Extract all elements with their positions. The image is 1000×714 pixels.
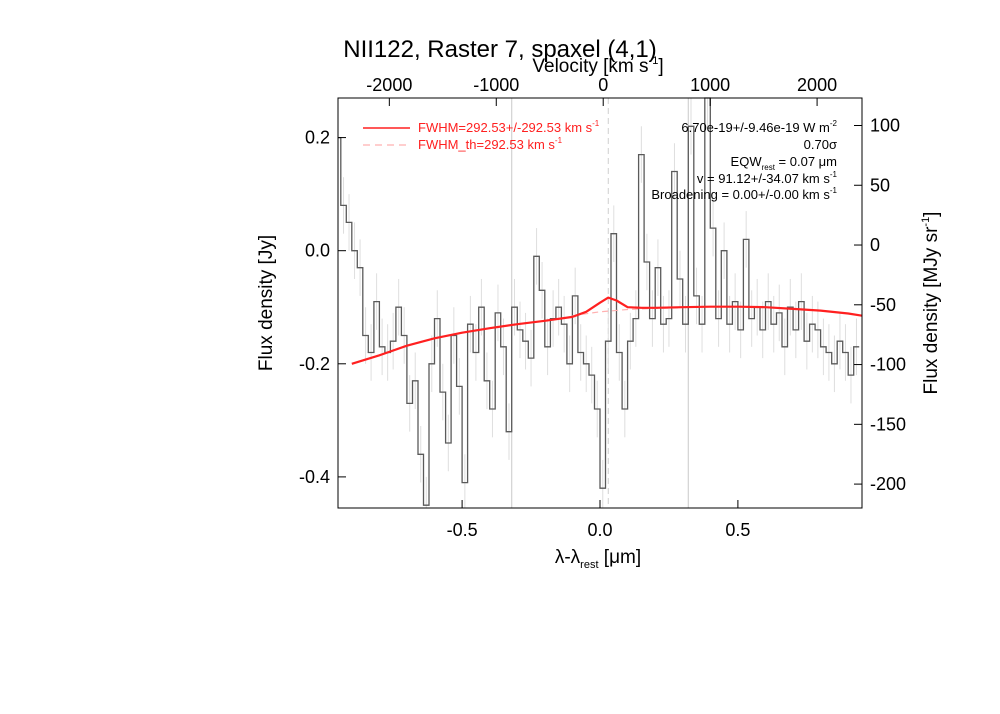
x-tick-label: -0.5: [447, 520, 478, 540]
top-tick-label: 1000: [690, 75, 730, 95]
annotation-velocity-text: v = 91.12+/-34.07 km s: [697, 171, 830, 186]
y-tick-label: 0.2: [305, 128, 330, 148]
top-tick-label: 0: [598, 75, 608, 95]
right-tick-label: 50: [870, 175, 890, 195]
annotation-eqw-end: = 0.07 μm: [775, 154, 837, 169]
annotation-flux-sup: -2: [830, 119, 838, 128]
x-axis-label-text: λ-λ: [555, 547, 581, 568]
spectrum-histogram: [338, 97, 860, 506]
annotation-velocity: v = 91.12+/-34.07 km s-1: [697, 170, 838, 186]
top-axis-label: Velocity [km s-1]: [532, 55, 663, 77]
x-axis-label-unit: [μm]: [599, 547, 642, 568]
top-tick-label: 2000: [797, 75, 837, 95]
series-layer: [338, 97, 863, 506]
plot-frame: [337, 97, 863, 509]
x-axis-label: λ-λrest [μm]: [555, 547, 641, 571]
annotation-broadening-sup: -1: [830, 186, 838, 195]
fit-line: [351, 296, 863, 365]
legend-baseline-label: FWHM_th=292.53 km s-1: [418, 136, 563, 152]
top-tick-label: -2000: [366, 75, 412, 95]
legend-fit-sup: -1: [592, 119, 600, 128]
annotation-sigma: 0.70σ: [804, 137, 837, 152]
y-tick-label: -0.4: [299, 467, 330, 487]
annotation-velocity-sup: -1: [830, 170, 838, 179]
top-axis-label-end: ]: [658, 56, 663, 77]
legend-baseline-sup: -1: [555, 136, 563, 145]
right-tick-label: -50: [870, 295, 896, 315]
legend-fit-text: FWHM=292.53+/-292.53 km s: [418, 120, 593, 135]
right-tick-label: -100: [870, 355, 906, 375]
fit-annotations: 6.70e-19+/-9.46e-19 W m-2 0.70σ EQWrest …: [651, 119, 837, 202]
top-axis-label-text: Velocity [km s: [532, 56, 648, 77]
annotation-flux: 6.70e-19+/-9.46e-19 W m-2: [681, 119, 837, 135]
top-tick-label: -1000: [473, 75, 519, 95]
top-axis-label-sup: -1: [649, 55, 659, 67]
right-tick-label: 0: [870, 235, 880, 255]
right-tick-label: -150: [870, 414, 906, 434]
right-tick-label: -200: [870, 474, 906, 494]
annotation-broadening-text: Broadening = 0.00+/-0.00 km s: [651, 187, 830, 202]
x-tick-label: 0.5: [725, 520, 750, 540]
annotation-flux-text: 6.70e-19+/-9.46e-19 W m: [681, 120, 830, 135]
x-tick-label: 0.0: [587, 520, 612, 540]
legend: FWHM=292.53+/-292.53 km s-1 FWHM_th=292.…: [363, 119, 600, 152]
right-tick-label: 100: [870, 115, 900, 135]
right-axis-label-sup: -1: [920, 217, 932, 227]
annotation-eqw: EQWrest = 0.07 μm: [731, 154, 837, 172]
x-axis-label-sub: rest: [580, 559, 598, 571]
right-axis-label: Flux density [MJy sr-1]: [920, 212, 942, 395]
legend-baseline-text: FWHM_th=292.53 km s: [418, 137, 555, 152]
chart-title: NII122, Raster 7, spaxel (4,1): [343, 36, 656, 63]
right-axis-label-end: ]: [921, 212, 942, 217]
axis-ticks: -0.5 0.0 0.5-2000 -1000 0 1000 2000-0.4-0.20.0…: [299, 75, 906, 540]
annotation-broadening: Broadening = 0.00+/-0.00 km s-1: [651, 186, 837, 202]
y-tick-label: 0.0: [305, 241, 330, 261]
y-tick-label: -0.2: [299, 354, 330, 374]
annotation-eqw-sub: rest: [762, 163, 776, 172]
y-axis-label: Flux density [Jy]: [256, 235, 277, 371]
annotation-eqw-text: EQW: [731, 154, 763, 169]
right-axis-label-text: Flux density [MJy sr: [921, 226, 942, 395]
legend-fit-label: FWHM=292.53+/-292.53 km s-1: [418, 119, 600, 135]
